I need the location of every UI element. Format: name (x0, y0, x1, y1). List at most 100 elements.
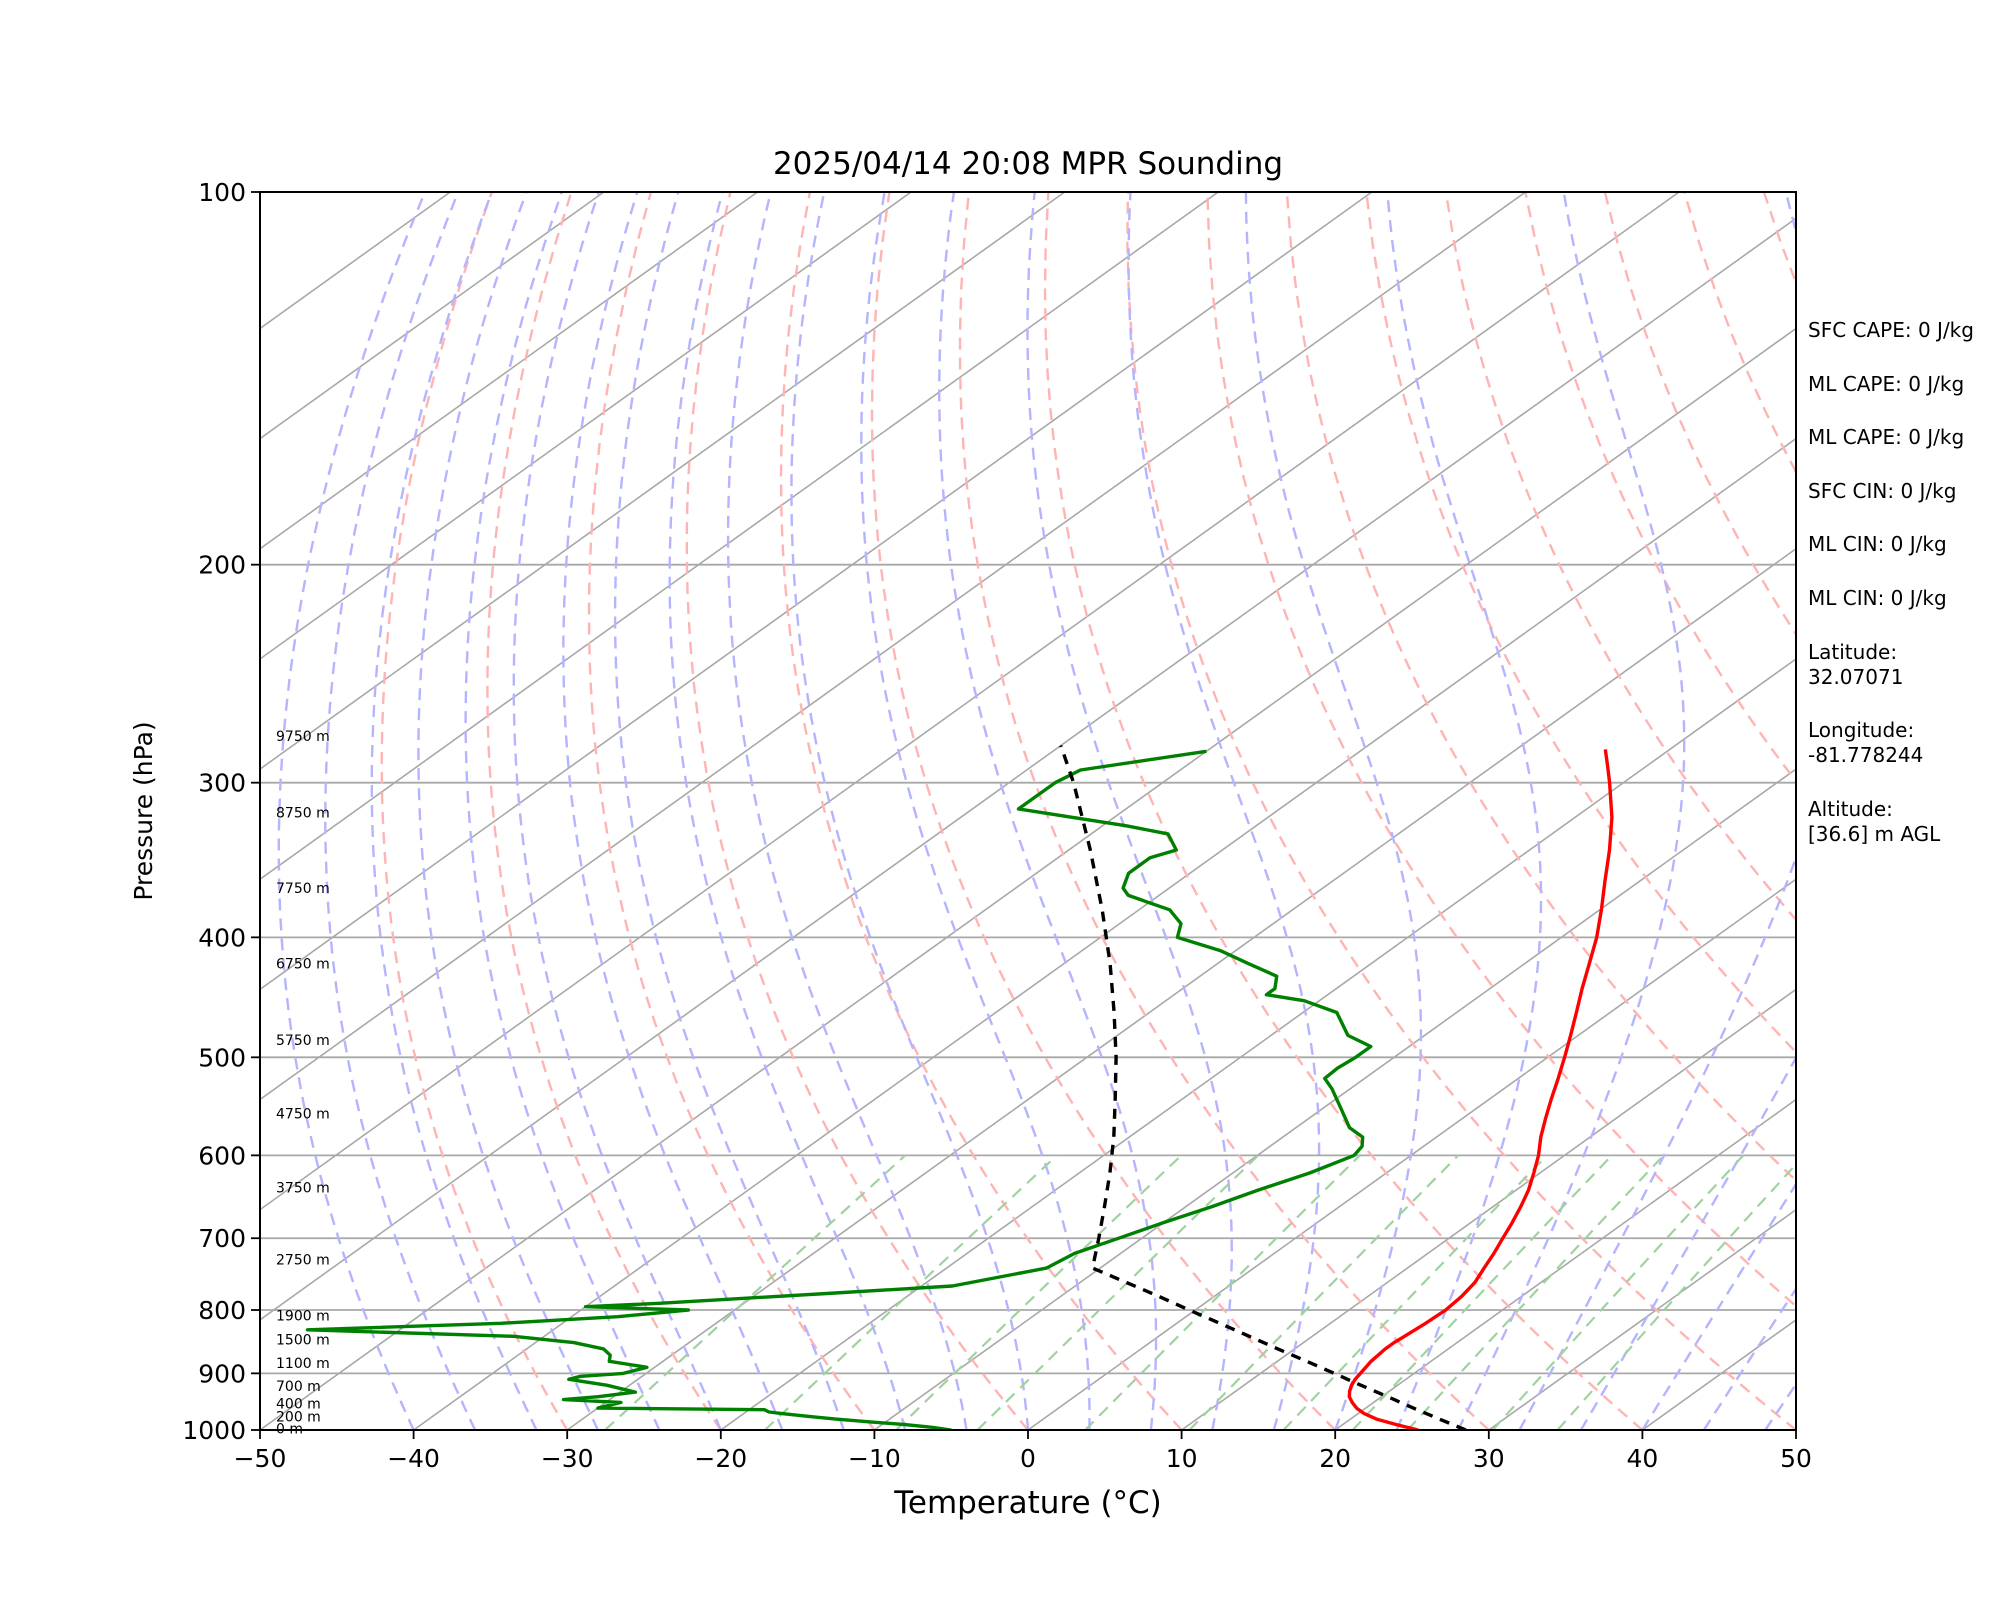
chart-title: 2025/04/14 20:08 MPR Sounding (773, 146, 1283, 182)
height-label: 700 m (276, 1379, 321, 1395)
height-label: 7750 m (276, 881, 330, 897)
isotherm-line (260, 192, 758, 550)
x-tick-label: 10 (1166, 1444, 1198, 1473)
height-label: 4750 m (276, 1106, 330, 1122)
moist-adiabat-line (1457, 192, 1686, 1430)
ml-cin-text-2: ML CIN: 0 J/kg (1808, 585, 1947, 610)
height-label: 2750 m (276, 1252, 330, 1268)
longitude-label: Longitude: (1808, 718, 1915, 743)
mixing-ratio-line (764, 1154, 1058, 1430)
height-label: 1500 m (276, 1332, 330, 1348)
x-tick-label: −10 (848, 1444, 901, 1473)
moist-adiabat-line (562, 192, 784, 1430)
mixing-ratio-line (1556, 1162, 1796, 1430)
moist-adiabat-line (1026, 192, 1234, 1430)
isotherm-line (1488, 1208, 1796, 1430)
moist-adiabat-line (668, 192, 907, 1430)
isotherm-line (413, 437, 1796, 1430)
height-label: 1100 m (276, 1356, 330, 1372)
isotherm-line (260, 217, 1796, 1321)
x-axis-label: Temperature (°C) (893, 1485, 1162, 1521)
dry-adiabat-line (685, 192, 1029, 1430)
x-tick-label: −20 (694, 1444, 747, 1473)
y-tick-label: 1000 (182, 1416, 246, 1445)
height-label: 8750 m (276, 805, 330, 821)
isotherm-line (1181, 988, 1796, 1430)
altitude-block: Altitude: [36.6] m AGL (1808, 797, 1998, 847)
height-label: 3750 m (276, 1181, 330, 1197)
latitude-block: Latitude: 32.07071 (1808, 640, 1998, 690)
latitude-value: 32.07071 (1808, 664, 1904, 689)
mixing-ratio-line (1406, 1154, 1665, 1430)
x-tick-label: −30 (541, 1444, 594, 1473)
height-label: 1900 m (276, 1308, 330, 1324)
y-tick-label: 700 (198, 1224, 246, 1253)
mixing-ratio-line (1282, 1154, 1548, 1430)
moist-adiabat-line (324, 192, 477, 1430)
moist-adiabat-line (512, 192, 722, 1430)
ml-cape-text: ML CAPE: 0 J/kg (1808, 371, 1965, 396)
altitude-value: [36.6] m AGL (1808, 821, 1941, 846)
isotherm-line (260, 192, 605, 440)
temperature-profile-line (1347, 749, 1614, 1430)
x-tick-label: 50 (1780, 1444, 1812, 1473)
isotherm-line (260, 192, 1373, 991)
x-tick-label: 40 (1626, 1444, 1658, 1473)
moist-adiabat-line (613, 192, 845, 1430)
height-label: 5750 m (276, 1033, 330, 1049)
sfc-cin-text: SFC CIN: 0 J/kg (1808, 478, 1957, 503)
height-label: 9750 m (276, 729, 330, 745)
moist-adiabat-line (1244, 192, 1423, 1430)
moist-adiabat-line (1386, 192, 1543, 1430)
latitude-label: Latitude: (1808, 639, 1898, 664)
mixing-ratio-line (1491, 1154, 1745, 1430)
ml-cape-text-2: ML CAPE: 0 J/kg (1808, 425, 1965, 450)
isotherm-line (260, 192, 912, 660)
mixing-ratio-line (1084, 1154, 1361, 1430)
dry-adiabat-line (1524, 192, 1796, 784)
dry-adiabat-line (380, 192, 569, 1430)
mixing-ratio-line (895, 1154, 1183, 1430)
mixing-ratio-line (1351, 1154, 1613, 1430)
y-axis-label: Pressure (hPa) (129, 721, 158, 900)
y-tick-label: 300 (198, 769, 246, 798)
sfc-cape-text: SFC CAPE: 0 J/kg (1808, 318, 1974, 342)
dry-adiabat-line (1206, 192, 1796, 1308)
isotherm-line (260, 192, 1219, 881)
y-tick-label: 500 (198, 1043, 246, 1072)
y-tick-label: 100 (198, 178, 246, 207)
height-label: 6750 m (276, 957, 330, 973)
y-tick-label: 900 (198, 1359, 246, 1388)
dry-adiabat-line (958, 192, 1490, 1430)
isotherm-line (260, 192, 1680, 1211)
dry-adiabat-line (870, 192, 1337, 1430)
moist-adiabat-line (370, 192, 538, 1430)
height-label: 400 m (276, 1397, 321, 1413)
y-tick-label: 800 (198, 1296, 246, 1325)
x-tick-label: −40 (387, 1444, 440, 1473)
dry-adiabat-line (1043, 192, 1644, 1430)
x-tick-label: 0 (1020, 1444, 1036, 1473)
dry-adiabat-line (1285, 192, 1796, 1183)
y-tick-label: 400 (198, 923, 246, 952)
x-tick-label: 30 (1473, 1444, 1505, 1473)
dry-adiabat-line (779, 192, 1183, 1430)
isotherm-line (260, 327, 1796, 1430)
isotherm-line (260, 192, 1526, 1101)
isotherm-line (566, 547, 1796, 1430)
moist-adiabat-line (1518, 192, 1796, 1430)
mixing-ratio-line (976, 1154, 1259, 1430)
moist-adiabat-line (464, 192, 661, 1430)
dry-adiabat-line (587, 192, 876, 1430)
longitude-value: -81.778244 (1808, 743, 1924, 768)
parcel-profile-line (1059, 745, 1467, 1430)
sounding-info-panel: SFC CAPE: 0 J/kg ML CAPE: 0 J/kg ML CAPE… (1808, 318, 1998, 875)
x-tick-label: 20 (1319, 1444, 1351, 1473)
dry-adiabat-line (1126, 192, 1796, 1430)
altitude-label: Altitude: (1808, 796, 1893, 821)
moist-adiabat-line (790, 192, 1030, 1430)
dry-adiabat-line (486, 192, 722, 1430)
height-label: 200 m (276, 1409, 321, 1425)
y-tick-label: 600 (198, 1141, 246, 1170)
